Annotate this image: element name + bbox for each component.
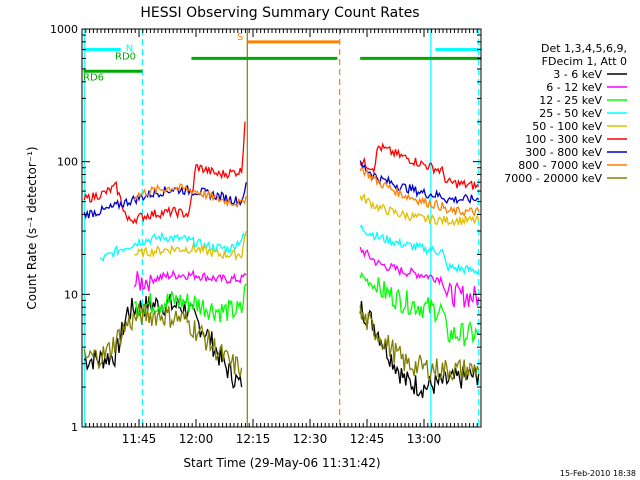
x-tick-label: 13:00	[407, 432, 442, 446]
y-axis-label: Count Rate (s⁻¹ detector⁻¹)	[25, 146, 39, 309]
timestamp: 15-Feb-2010 18:38	[560, 469, 636, 478]
series-line	[359, 166, 480, 218]
series-line	[83, 182, 247, 220]
x-axis-label: Start Time (29-May-06 11:31:42)	[183, 456, 380, 470]
legend-label: 100 - 300 keV	[525, 133, 602, 146]
legend: Det 1,3,4,5,6,9,FDecim 1, Att 03 - 6 keV…	[504, 42, 627, 185]
flag-label-rd0: RD0	[115, 51, 136, 62]
y-tick-label: 100	[57, 156, 78, 169]
chart-title: HESSI Observing Summary Count Rates	[140, 5, 419, 21]
flag-label-s: S	[237, 32, 243, 43]
y-tick-label: 1	[71, 421, 78, 434]
series-line	[83, 121, 246, 225]
x-tick-label: 11:45	[122, 432, 157, 446]
series-line	[359, 300, 480, 399]
series-line	[133, 183, 247, 208]
series-line	[359, 142, 480, 190]
legend-label: 6 - 12 keV	[546, 81, 602, 94]
series-line	[359, 224, 480, 276]
legend-label: 25 - 50 keV	[539, 107, 602, 120]
legend-header: FDecim 1, Att 0	[542, 55, 627, 68]
series-line	[83, 303, 243, 377]
series-line	[133, 269, 247, 292]
legend-label: 50 - 100 keV	[532, 120, 602, 133]
x-tick-label: 12:00	[179, 432, 214, 446]
series-line	[359, 271, 480, 347]
plot-frame	[81, 28, 482, 428]
x-tick-label: 12:15	[236, 432, 271, 446]
x-tick-label: 12:30	[293, 432, 328, 446]
series-line	[359, 305, 480, 382]
series-line	[134, 230, 247, 262]
axes: 1 10 100 1000 11:45 12:00 12:15 12:30 12:45 13:00	[50, 23, 482, 446]
legend-label: 7000 - 20000 keV	[504, 172, 602, 185]
legend-label: 800 - 7000 keV	[518, 159, 602, 172]
series-line	[359, 246, 480, 308]
series-line	[134, 283, 247, 323]
series-line	[359, 193, 480, 227]
series-line	[99, 230, 247, 263]
flag-label-n: N	[126, 44, 133, 55]
legend-label: 12 - 25 keV	[539, 94, 602, 107]
flag-label-rd6: RD6	[83, 72, 104, 83]
y-tick-label: 10	[64, 288, 78, 301]
y-tick-label: 1000	[50, 23, 78, 36]
x-tick-label: 12:45	[350, 432, 385, 446]
legend-header: Det 1,3,4,5,6,9,	[541, 42, 627, 55]
legend-label: 3 - 6 keV	[553, 68, 602, 81]
legend-label: 300 - 800 keV	[525, 146, 602, 159]
